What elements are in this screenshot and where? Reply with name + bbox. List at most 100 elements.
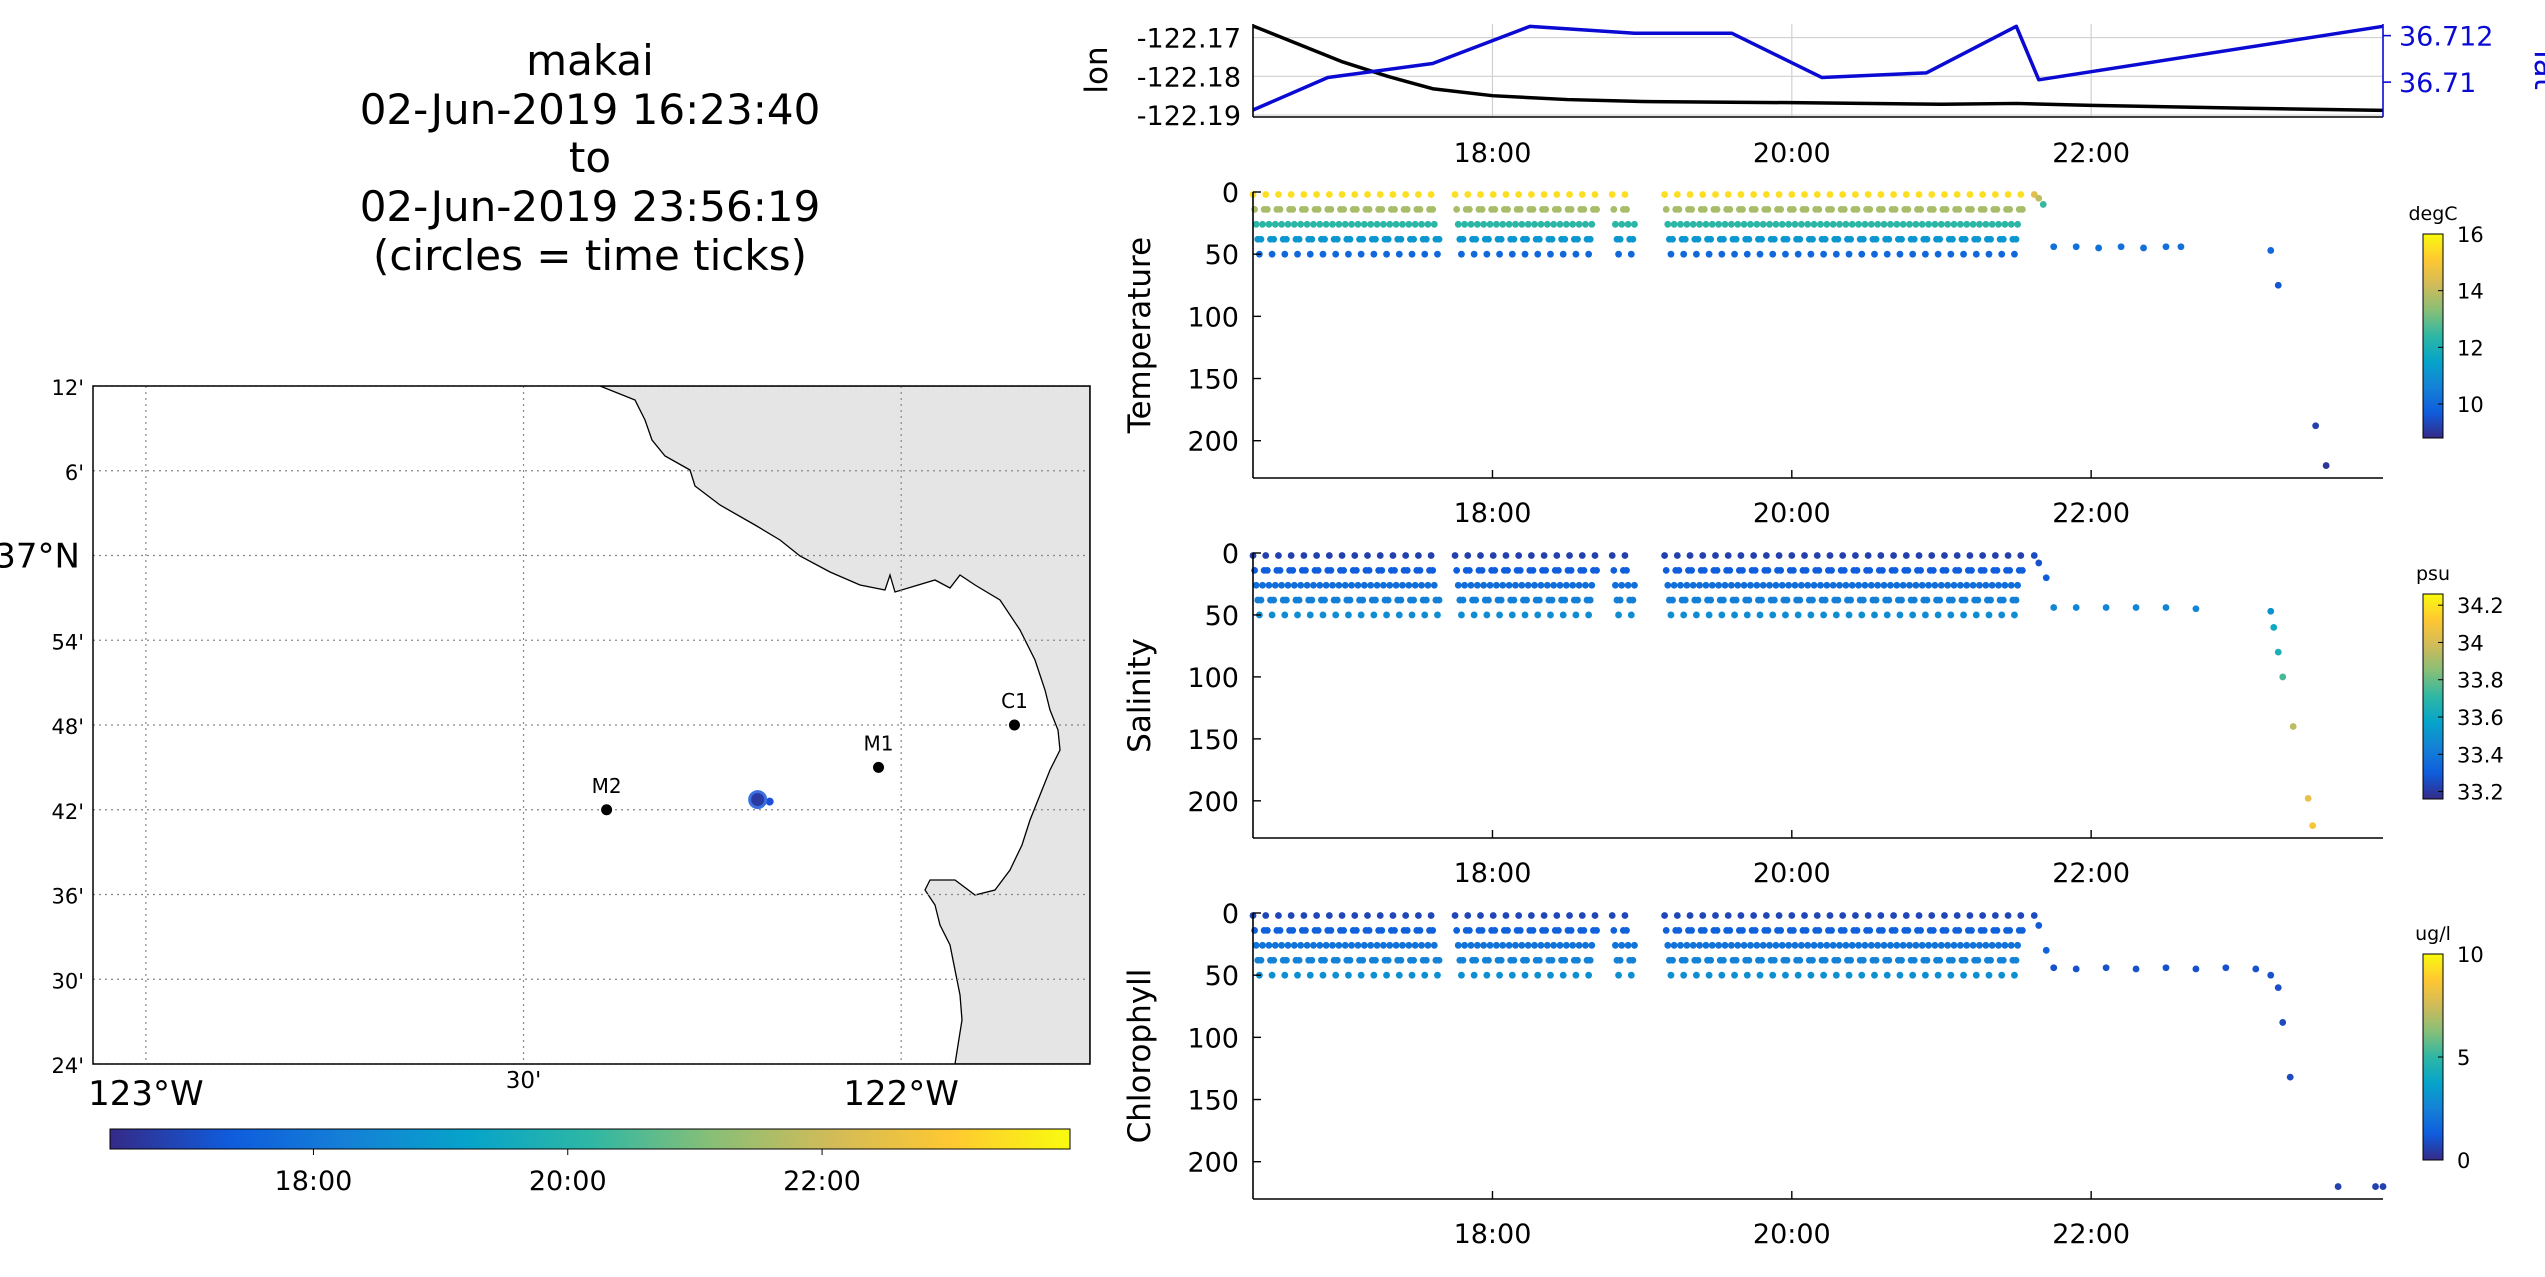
data-point — [1988, 941, 1996, 949]
data-point — [1422, 956, 1430, 964]
data-point — [1968, 927, 1975, 934]
data-point — [1294, 971, 1301, 979]
data-point — [1840, 927, 1848, 934]
data-point — [1496, 971, 1503, 979]
data-point — [1365, 206, 1373, 213]
data-point — [2014, 220, 2022, 228]
data-point — [1966, 191, 1974, 198]
data-point — [1562, 581, 1570, 589]
data-point — [1980, 927, 1988, 934]
data-point — [1397, 596, 1405, 604]
data-point — [1880, 220, 1888, 228]
data-point — [1845, 611, 1853, 619]
data-point — [1458, 971, 1465, 979]
data-point — [1345, 971, 1352, 979]
data-point — [1756, 611, 1764, 619]
data-point — [1871, 971, 1878, 979]
data-point — [1308, 596, 1316, 604]
data-point — [1828, 566, 1835, 574]
data-point — [1982, 581, 1990, 589]
data-point — [1979, 912, 1987, 919]
data-point — [1813, 552, 1821, 559]
data-point — [1294, 611, 1301, 619]
data-point — [1410, 956, 1418, 964]
station-marker — [873, 761, 885, 773]
data-point — [1464, 191, 1472, 198]
data-point — [1391, 206, 1398, 213]
data-point — [1917, 927, 1925, 934]
data-point — [1778, 581, 1786, 589]
data-point — [2001, 941, 2009, 949]
data-point — [1764, 927, 1772, 934]
data-point — [1408, 971, 1416, 979]
data-point — [1547, 971, 1554, 979]
data-point — [1775, 912, 1783, 919]
data-point — [1329, 220, 1336, 228]
data-point — [2222, 964, 2230, 972]
data-point — [2050, 604, 2058, 611]
data-point — [1270, 956, 1278, 964]
data-point — [1871, 611, 1878, 619]
data-point — [1578, 912, 1586, 919]
data-point — [1562, 941, 1570, 949]
data-point — [1414, 552, 1422, 559]
data-point — [1804, 581, 1812, 589]
data-point — [1840, 566, 1848, 574]
colorbar-tick-label: 33.6 — [2457, 706, 2504, 730]
data-point — [1968, 566, 1975, 574]
data-point — [1955, 206, 1963, 213]
data-point — [1566, 552, 1573, 559]
data-point — [1931, 941, 1939, 949]
data-point — [1718, 250, 1726, 258]
data-point — [1580, 566, 1588, 574]
data-point — [1459, 596, 1467, 604]
data-point — [1397, 956, 1405, 964]
data-point — [1801, 552, 1808, 559]
data-point — [1928, 552, 1936, 559]
data-point — [1937, 220, 1945, 228]
data-point — [2050, 964, 2058, 972]
data-point — [1689, 220, 1697, 228]
data-point — [1611, 581, 1619, 589]
data-point — [1523, 235, 1531, 243]
data-point — [1608, 552, 1616, 559]
data-point — [1384, 956, 1392, 964]
data-point — [1974, 596, 1982, 604]
data-point — [1839, 191, 1847, 198]
data-point — [1974, 235, 1982, 243]
data-point — [1855, 941, 1862, 949]
data-point — [1664, 220, 1672, 228]
data-point — [1473, 581, 1481, 589]
data-point — [1319, 611, 1327, 619]
data-point — [1770, 956, 1778, 964]
data-point — [1777, 206, 1785, 213]
data-point — [1770, 235, 1778, 243]
data-point — [1523, 956, 1531, 964]
data-point — [1683, 941, 1691, 949]
data-point — [2035, 559, 2043, 567]
data-point — [1376, 912, 1384, 919]
data-point — [1259, 581, 1266, 589]
data-point — [1662, 566, 1670, 574]
data-point — [1906, 220, 1913, 228]
y-tick-label: 200 — [1187, 1148, 1239, 1179]
data-point — [1623, 927, 1630, 934]
data-point — [1359, 235, 1367, 243]
data-point — [1877, 191, 1885, 198]
data-point — [2011, 250, 2018, 258]
data-point — [1826, 552, 1834, 559]
y-tick-label: 50 — [1205, 240, 1239, 271]
data-point — [1836, 220, 1843, 228]
data-point — [1333, 235, 1341, 243]
data-point — [1492, 581, 1500, 589]
data-point — [1608, 191, 1616, 198]
map-lat-label: 24' — [52, 1054, 85, 1078]
temperature-axis-label: Temperature — [1122, 237, 1158, 434]
data-point — [1720, 956, 1727, 964]
data-point — [1929, 566, 1937, 574]
data-point — [1562, 220, 1570, 228]
data-point — [1322, 220, 1330, 228]
data-point — [1418, 941, 1425, 949]
data-point — [1615, 971, 1622, 979]
data-point — [1451, 191, 1459, 198]
